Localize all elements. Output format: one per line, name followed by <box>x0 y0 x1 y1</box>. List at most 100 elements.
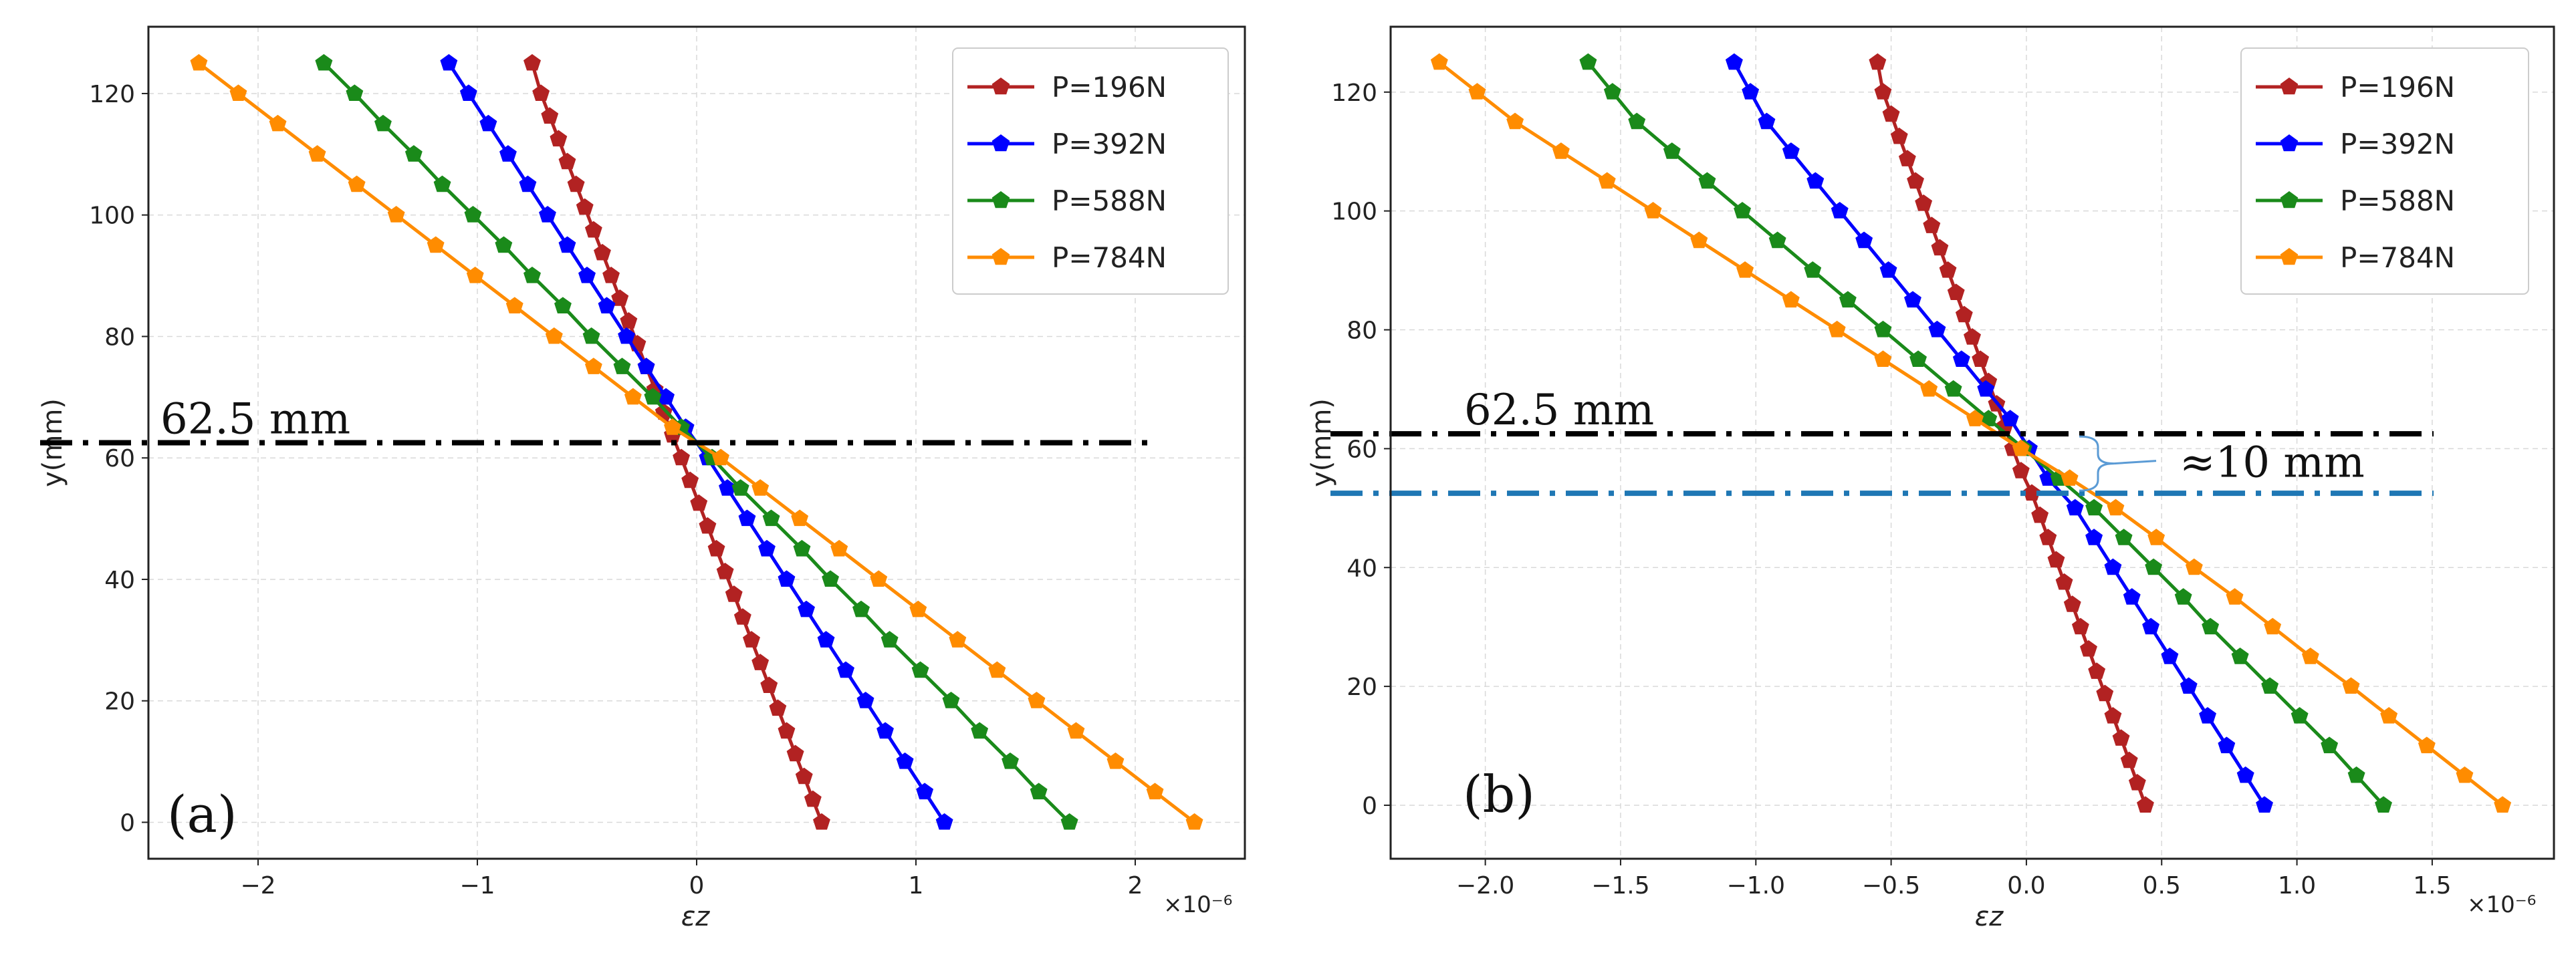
panel-b-data-point-P=392N <box>1782 142 1800 159</box>
panel-a-y-tick-label: 0 <box>120 809 135 837</box>
panel-a-data-point-P=196N <box>681 471 699 489</box>
panel-b-data-point-P=784N <box>2061 469 2079 486</box>
panel-a-data-point-P=784N <box>1106 752 1125 769</box>
panel-a-legend-marker-P=784N <box>991 248 1010 265</box>
panel-a-neutral-axis-label: 62.5 mm <box>160 395 350 444</box>
panel-a-data-point-P=196N <box>716 562 734 579</box>
panel-b-data-point-P=784N <box>1828 320 1846 337</box>
panel-a-data-point-P=588N <box>464 206 482 223</box>
panel-a-data-point-P=588N <box>374 114 392 132</box>
panel-a-data-point-P=196N <box>620 312 638 329</box>
panel-a-x-multiplier: ×10⁻⁶ <box>1163 891 1232 918</box>
panel-b-data-point-P=784N <box>2012 439 2030 456</box>
panel-a-data-point-P=784N <box>1185 813 1203 830</box>
panel-b-data-point-P=196N <box>2112 729 2130 746</box>
panel-b-data-point-P=392N <box>2236 766 2254 783</box>
panel-b-data-point-P=392N <box>2001 410 2019 426</box>
panel-b-data-point-P=784N <box>1874 350 1892 367</box>
panel-a-data-point-P=392N <box>856 692 874 708</box>
panel-b-legend-label-P=784N: P=784N <box>2340 241 2455 274</box>
panel-a-x-tick-label: 0 <box>689 872 705 899</box>
panel-a-data-point-P=196N <box>611 289 629 306</box>
panel-a-data-point-P=392N <box>896 752 914 769</box>
panel-a-data-point-P=196N <box>523 53 541 71</box>
panel-a-data-point-P=196N <box>673 448 690 466</box>
panel-a-data-point-P=196N <box>786 744 804 762</box>
panel-a-data-point-P=196N <box>778 722 796 739</box>
panel-b-data-point-P=588N <box>2375 796 2392 813</box>
panel-b-data-point-P=196N <box>2063 595 2081 612</box>
panel-a-data-point-P=588N <box>881 631 899 648</box>
panel-a-data-point-P=392N <box>637 358 655 374</box>
panel-b-data-point-P=588N <box>1734 202 1751 219</box>
panel-b-data-point-P=784N <box>2380 706 2398 724</box>
panel-b-data-point-P=784N <box>1966 410 1984 426</box>
panel-a-data-point-P=784N <box>584 358 602 374</box>
panel-b-data-point-P=392N <box>2199 706 2216 724</box>
panel-a-data-point-P=196N <box>558 152 576 170</box>
panel-a-data-point-P=784N <box>1146 783 1164 800</box>
panel-a-y-tick-label: 80 <box>104 323 135 351</box>
panel-a-data-point-P=588N <box>613 358 631 374</box>
panel-b-data-point-P=196N <box>1915 194 1933 211</box>
panel-b-data-point-P=588N <box>2115 529 2133 545</box>
panel-a-data-point-P=588N <box>942 692 960 708</box>
panel-a-data-point-P=196N <box>707 539 725 557</box>
panel-a-data-point-P=588N <box>793 539 811 557</box>
panel-b-data-point-P=196N <box>2071 617 2089 635</box>
panel-a-legend-label-P=392N: P=392N <box>1052 128 1167 160</box>
panel-a-data-point-P=784N <box>229 84 247 101</box>
panel-a-data-point-P=588N <box>346 84 364 101</box>
panel-a-plot-frame <box>147 25 1246 860</box>
panel-a-y-tick-label: 20 <box>104 688 135 716</box>
panel-a-data-point-P=196N <box>576 198 594 215</box>
panel-b-data-point-P=784N <box>1920 380 1938 397</box>
panel-a-data-point-P=392N <box>578 266 596 283</box>
panel-b-data-point-P=196N <box>2012 462 2030 478</box>
panel-b-x-tick-label: 1.5 <box>2413 872 2451 899</box>
panel-a-data-point-P=588N <box>971 722 989 739</box>
panel-b-x-tick-label: −1.5 <box>1591 872 1649 899</box>
panel-a-data-point-P=784N <box>348 175 366 192</box>
panel-b-data-point-P=784N <box>1598 172 1616 189</box>
panel-b-data-point-P=392N <box>1879 261 1897 278</box>
panel-b-x-tick-label: −2.0 <box>1456 872 1514 899</box>
panel-a-data-point-P=588N <box>495 236 513 253</box>
panel-b-data-point-P=784N <box>2185 558 2203 575</box>
panel-a-data-point-P=588N <box>1002 752 1019 769</box>
panel-b-data-point-P=196N <box>2104 706 2122 724</box>
panel-a-data-point-P=196N <box>602 266 620 283</box>
panel-b-panel-label: (b) <box>1463 765 1535 824</box>
panel-b-y-tick-label: 60 <box>1346 436 1377 463</box>
panel-a-data-point-P=784N <box>1067 722 1085 739</box>
panel-b-data-point-P=196N <box>1907 172 1924 189</box>
panel-b-data-point-P=196N <box>1955 305 1973 323</box>
panel-b-data-point-P=784N <box>2107 499 2125 516</box>
panel-a-data-point-P=784N <box>387 206 405 223</box>
panel-a-x-tick-label: −2 <box>240 872 275 899</box>
panel-a-legend-marker-P=196N <box>991 78 1010 95</box>
panel-b-data-point-P=392N <box>1831 202 1849 219</box>
panel-b-x-tick-label: −1.0 <box>1727 872 1785 899</box>
panel-b-data-point-P=196N <box>2039 529 2057 545</box>
panel-a-data-point-P=392N <box>778 570 796 587</box>
panel-b-x-tick-label: −0.5 <box>1862 872 1920 899</box>
panel-b-data-point-P=784N <box>2226 588 2244 605</box>
panel-a-data-point-P=196N <box>804 790 822 807</box>
panel-b-legend-marker-P=588N <box>2280 191 2299 209</box>
panel-a-data-point-P=588N <box>1060 813 1078 830</box>
panel-b-data-point-P=392N <box>1758 112 1776 130</box>
panel-a-data-point-P=196N <box>584 221 602 238</box>
panel-a-data-point-P=784N <box>751 479 770 496</box>
panel-b-data-point-P=392N <box>1977 380 1995 397</box>
panel-b-data-point-P=588N <box>2145 558 2163 575</box>
panel-b-data-point-P=784N <box>2147 529 2165 545</box>
panel-a-data-point-P=784N <box>190 53 208 71</box>
panel-b-data-point-P=588N <box>2085 499 2103 516</box>
panel-b-data-point-P=392N <box>1904 291 1921 308</box>
panel-a-x-axis-label: εz <box>681 902 711 932</box>
panel-b-data-point-P=196N <box>2023 484 2040 501</box>
panel-a-data-point-P=784N <box>624 388 642 405</box>
panel-a-data-point-P=588N <box>315 53 333 71</box>
panel-b-data-point-P=392N <box>2123 588 2141 605</box>
